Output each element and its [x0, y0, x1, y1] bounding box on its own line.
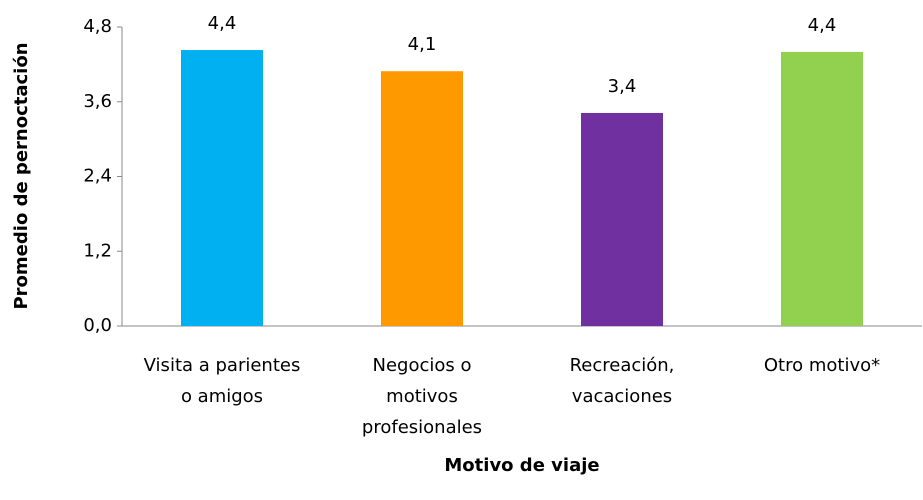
data-label: 4,4 [808, 15, 837, 36]
y-tick-label: 0,0 [83, 315, 112, 336]
x-axis-title: Motivo de viaje [444, 455, 599, 476]
y-axis-title: Promedio de pernoctación [11, 42, 32, 309]
y-tick-label: 3,6 [83, 91, 112, 112]
data-label: 4,4 [208, 13, 237, 34]
y-tick-label: 1,2 [83, 240, 112, 261]
y-tick-label: 4,8 [83, 16, 112, 37]
bar [381, 71, 463, 326]
x-tick-label: profesionales [362, 417, 482, 438]
y-tick-label: 2,4 [83, 166, 112, 187]
x-tick-label: Visita a parientes [144, 355, 301, 376]
x-tick-label: motivos [386, 386, 458, 407]
bar [581, 112, 663, 327]
x-tick-label: o amigos [181, 386, 263, 407]
x-tick-label: Negocios o [373, 355, 472, 376]
data-label: 3,4 [608, 76, 637, 97]
x-tick-label: Otro motivo* [764, 355, 880, 376]
data-label: 4,1 [408, 34, 437, 55]
bar [781, 51, 863, 327]
x-tick-label: vacaciones [572, 386, 672, 407]
x-tick-label: Recreación, [570, 355, 675, 376]
bar [181, 50, 263, 327]
